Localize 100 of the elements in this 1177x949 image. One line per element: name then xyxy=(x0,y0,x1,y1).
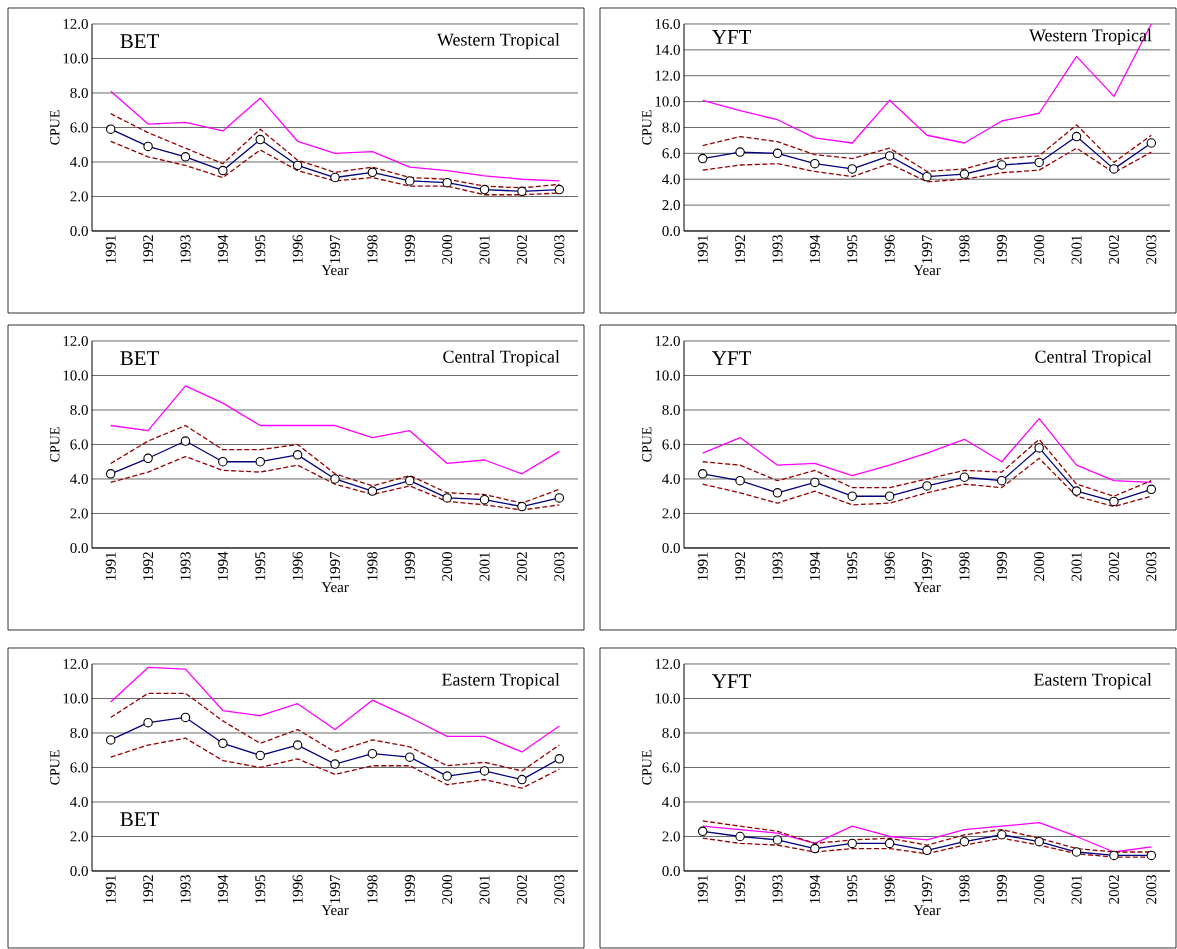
x-tick-label: 1998 xyxy=(367,875,378,904)
y-tick-label: 4.0 xyxy=(662,473,680,485)
y-tick-label: 2.0 xyxy=(70,191,88,202)
y-tick-label: 16.0 xyxy=(655,18,680,30)
y-tick-label: 4.0 xyxy=(70,156,88,168)
x-tick-label: 2001 xyxy=(1071,235,1082,264)
y-tick-label: 6.0 xyxy=(662,148,680,159)
line-series xyxy=(702,147,1152,183)
x-tick-label: 1998 xyxy=(367,552,378,581)
line-series xyxy=(702,23,1152,144)
x-axis-title: Year xyxy=(913,582,941,593)
annotation: Eastern Tropical xyxy=(1034,673,1152,690)
y-tick-label: 0.0 xyxy=(70,225,88,237)
x-tick-label: 1996 xyxy=(292,874,303,904)
y-tick-label: 6.0 xyxy=(70,122,88,133)
x-tick-label: 1996 xyxy=(884,234,895,264)
x-tick-label: 1991 xyxy=(697,235,708,264)
annotation: Western Tropical xyxy=(437,33,560,50)
y-tick-label: 8.0 xyxy=(70,404,88,416)
x-tick-label: 1991 xyxy=(697,552,708,581)
x-tick-label: 2002 xyxy=(516,235,527,264)
x-tick-label: 1995 xyxy=(847,235,858,264)
x-axis-title: Year xyxy=(321,905,349,916)
x-tick-label: 1998 xyxy=(367,235,378,264)
x-tick-label: 1997 xyxy=(922,874,933,904)
x-tick-label: 1999 xyxy=(996,235,1007,264)
line-series xyxy=(110,90,560,182)
y-tick-label: 10.0 xyxy=(655,370,680,381)
y-tick-label: 2.0 xyxy=(662,508,680,519)
x-tick-label: 1994 xyxy=(809,234,820,264)
x-tick-label: 2000 xyxy=(442,235,453,264)
x-tick-label: 1999 xyxy=(404,235,415,264)
annotation: YFT xyxy=(712,351,752,366)
x-tick-label: 2001 xyxy=(479,552,490,581)
y-axis-title: CPUE xyxy=(50,110,60,145)
line-series xyxy=(702,457,1152,508)
y-tick-label: 2.0 xyxy=(70,831,88,842)
y-tick-label: 0.0 xyxy=(70,865,88,877)
y-tick-label: 8.0 xyxy=(70,727,88,739)
x-tick-label: 2002 xyxy=(1108,235,1119,264)
x-tick-label: 1993 xyxy=(180,875,191,904)
x-tick-label: 2001 xyxy=(479,235,490,264)
x-tick-label: 1995 xyxy=(847,552,858,581)
y-axis-title: CPUE xyxy=(642,750,652,785)
x-tick-label: 1994 xyxy=(217,551,228,581)
x-tick-label: 1996 xyxy=(884,874,895,904)
line-series xyxy=(110,737,560,789)
x-tick-label: 2003 xyxy=(1146,552,1157,581)
annotation: Eastern Tropical xyxy=(442,673,560,690)
x-tick-label: 1991 xyxy=(105,875,116,904)
x-axis-title: Year xyxy=(913,265,941,276)
x-tick-label: 2003 xyxy=(554,235,565,264)
x-tick-label: 2000 xyxy=(442,875,453,904)
x-tick-label: 2002 xyxy=(1108,875,1119,904)
x-tick-label: 1996 xyxy=(292,551,303,581)
x-tick-label: 1999 xyxy=(404,552,415,581)
x-tick-label: 1998 xyxy=(959,552,970,581)
x-tick-label: 1992 xyxy=(143,552,154,581)
x-tick-label: 1993 xyxy=(772,875,783,904)
x-tick-label: 1995 xyxy=(255,875,266,904)
x-tick-label: 1993 xyxy=(772,552,783,581)
line-series xyxy=(110,692,560,772)
x-tick-label: 1999 xyxy=(404,875,415,904)
y-tick-label: 14.0 xyxy=(655,44,680,55)
y-tick-label: 0.0 xyxy=(662,542,680,554)
x-axis-title: Year xyxy=(321,265,349,276)
x-tick-label: 2002 xyxy=(516,552,527,581)
x-axis-title: Year xyxy=(321,582,349,593)
y-tick-label: 12.0 xyxy=(63,658,88,670)
annotation: BET xyxy=(120,34,160,49)
x-tick-label: 2002 xyxy=(1108,552,1119,581)
x-tick-label: 1999 xyxy=(996,875,1007,904)
y-tick-label: 10.0 xyxy=(63,53,88,64)
y-tick-label: 2.0 xyxy=(662,831,680,842)
x-tick-label: 1992 xyxy=(735,875,746,904)
x-tick-label: 2003 xyxy=(554,552,565,581)
annotation: YFT xyxy=(712,674,752,689)
x-tick-label: 1997 xyxy=(922,551,933,581)
y-tick-label: 4.0 xyxy=(662,174,680,185)
x-tick-label: 1999 xyxy=(996,552,1007,581)
y-tick-label: 0.0 xyxy=(70,542,88,554)
x-tick-label: 1992 xyxy=(735,552,746,581)
x-tick-label: 1996 xyxy=(292,234,303,264)
y-axis-title: CPUE xyxy=(50,427,60,462)
x-tick-label: 1991 xyxy=(105,552,116,581)
y-tick-label: 2.0 xyxy=(70,508,88,519)
y-axis-title: CPUE xyxy=(642,110,652,145)
line-series xyxy=(110,666,560,753)
x-tick-label: 1995 xyxy=(255,552,266,581)
y-tick-label: 2.0 xyxy=(662,200,680,211)
y-tick-label: 10.0 xyxy=(63,370,88,381)
x-tick-label: 1993 xyxy=(180,552,191,581)
y-tick-label: 12.0 xyxy=(63,335,88,347)
x-tick-label: 1998 xyxy=(959,875,970,904)
x-tick-label: 1994 xyxy=(217,234,228,264)
y-axis-title: CPUE xyxy=(642,427,652,462)
y-tick-label: 6.0 xyxy=(70,439,88,450)
x-tick-label: 1992 xyxy=(735,235,746,264)
x-tick-label: 1992 xyxy=(143,235,154,264)
y-tick-label: 8.0 xyxy=(662,727,680,739)
